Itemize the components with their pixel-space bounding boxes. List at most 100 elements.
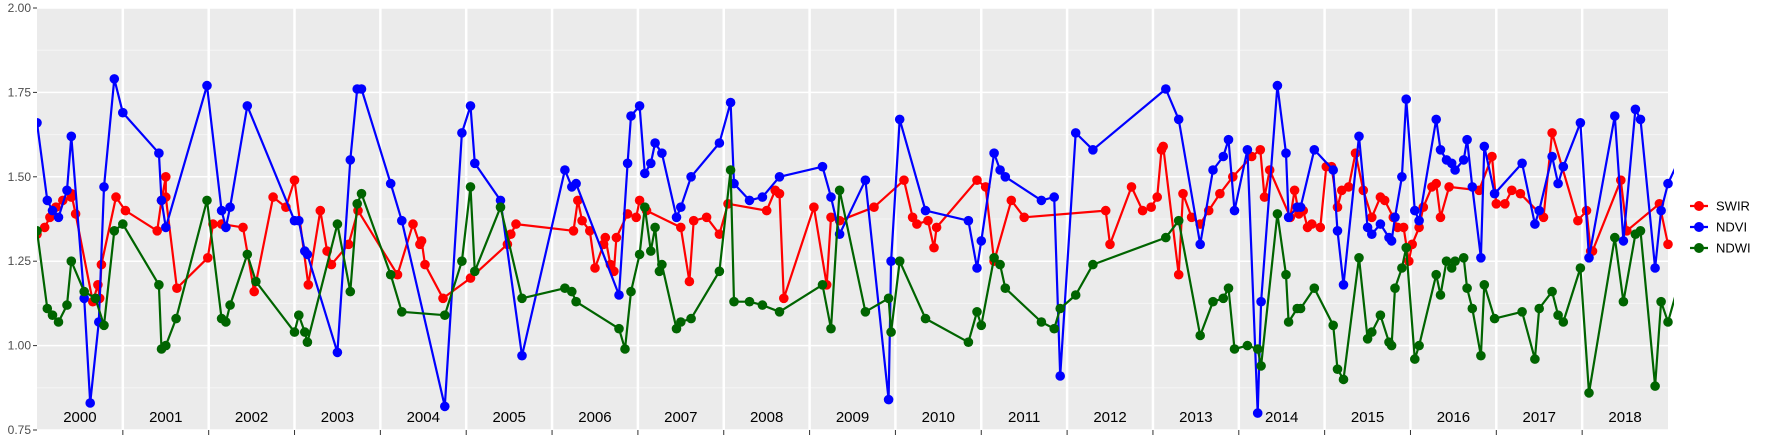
ndwi-point	[676, 317, 686, 327]
ndwi-point	[457, 256, 467, 267]
ndwi-point	[1489, 313, 1500, 324]
ndwi-point	[976, 320, 987, 331]
swir-point	[1158, 141, 1168, 152]
ndvi-point	[202, 80, 212, 91]
year-label: 2014	[1265, 409, 1298, 426]
ndvi-point	[883, 394, 894, 405]
ndwi-point	[729, 296, 739, 307]
ndvi-point	[1410, 205, 1420, 216]
ndvi-point	[560, 165, 570, 175]
swir-point	[70, 209, 81, 219]
ndvi-point	[1223, 134, 1234, 145]
swir-point	[1343, 182, 1354, 192]
ndwi-point	[1088, 259, 1098, 270]
ndwi-point	[62, 300, 72, 310]
swir-point	[577, 215, 587, 226]
ndwi-point	[1328, 320, 1338, 331]
ndvi-point	[1161, 84, 1171, 94]
swir-point	[1332, 202, 1343, 212]
ndwi-point	[571, 296, 581, 307]
ndwi-point	[300, 327, 310, 337]
ndwi-point	[1462, 283, 1472, 294]
swir-point	[714, 229, 725, 239]
swir-point	[1435, 212, 1446, 223]
ndvi-point	[614, 290, 624, 300]
ndwi-point	[1309, 283, 1320, 294]
ndwi-point	[1650, 381, 1660, 391]
ndwi-point	[1553, 310, 1563, 321]
swir-point	[343, 239, 354, 250]
swir-point	[972, 175, 982, 185]
ndvi-point	[1195, 239, 1205, 250]
ndvi-point	[332, 347, 343, 358]
swir-point	[568, 226, 579, 236]
swir-point	[1444, 182, 1454, 192]
ndvi-point	[634, 101, 645, 111]
ndwi-point	[332, 219, 343, 229]
swir-point	[912, 219, 922, 229]
ndvi-point	[47, 205, 58, 216]
ndwi-point	[1386, 340, 1397, 351]
ndvi-point	[1218, 151, 1229, 162]
ndvi-point	[976, 236, 987, 246]
swir-point	[931, 222, 942, 233]
ndvi-point	[1479, 141, 1490, 152]
swir-point	[1663, 239, 1673, 250]
year-label: 2005	[492, 409, 525, 426]
ndvi-point	[294, 215, 304, 226]
ndwi-point	[1517, 307, 1527, 317]
swir-point	[420, 259, 430, 270]
ndwi-point	[171, 313, 181, 324]
ndvi-point	[1390, 212, 1400, 223]
swir-point	[1547, 128, 1557, 138]
year-label: 2006	[578, 409, 611, 426]
legend-key-point	[1694, 222, 1704, 232]
ndwi-point	[1410, 354, 1420, 364]
ndvi-point	[385, 178, 396, 189]
ndvi-point	[1295, 202, 1306, 212]
ndwi-point	[1479, 280, 1490, 290]
swir-point	[1367, 212, 1377, 223]
ndwi-point	[920, 313, 931, 324]
swir-point	[1186, 212, 1197, 223]
ndvi-point	[1610, 111, 1620, 121]
ndwi-point	[495, 202, 506, 212]
ndwi-point	[567, 286, 577, 297]
ndvi-point	[221, 222, 231, 233]
swir-point	[1178, 188, 1188, 199]
ndwi-point	[774, 307, 785, 317]
swir-point	[1173, 269, 1184, 280]
ndwi-point	[1354, 252, 1364, 263]
swir-point	[676, 222, 686, 233]
ndvi-point	[1036, 195, 1047, 206]
ndwi-point	[109, 226, 120, 236]
ndwi-point	[154, 280, 164, 290]
ndvi-point	[118, 107, 128, 118]
ndwi-point	[289, 327, 300, 337]
swir-point	[1414, 222, 1424, 233]
ndwi-point	[834, 185, 845, 196]
ndvi-point	[154, 148, 164, 158]
ndvi-point	[495, 195, 506, 206]
swir-point	[1616, 175, 1626, 185]
ndwi-point	[646, 246, 656, 256]
ndvi-point	[85, 398, 95, 408]
ndwi-point	[1584, 388, 1594, 398]
ndwi-point	[1332, 364, 1343, 375]
ndwi-point	[161, 340, 171, 351]
ndvi-point	[1630, 104, 1641, 115]
ndvi-point	[774, 172, 785, 182]
year-label: 2016	[1437, 409, 1470, 426]
ndwi-point	[47, 310, 58, 321]
swir-point	[238, 222, 248, 233]
ndvi-point	[37, 118, 42, 128]
ndwi-point	[1476, 350, 1486, 361]
legend-key-point	[1694, 201, 1704, 211]
ndwi-point	[620, 344, 630, 354]
swir-point	[1105, 239, 1115, 250]
ndvi-point	[225, 202, 235, 212]
ndwi-point	[1467, 303, 1478, 314]
ndwi-point	[465, 182, 476, 192]
ndvi-point	[657, 148, 667, 158]
ndwi-point	[1070, 290, 1081, 300]
